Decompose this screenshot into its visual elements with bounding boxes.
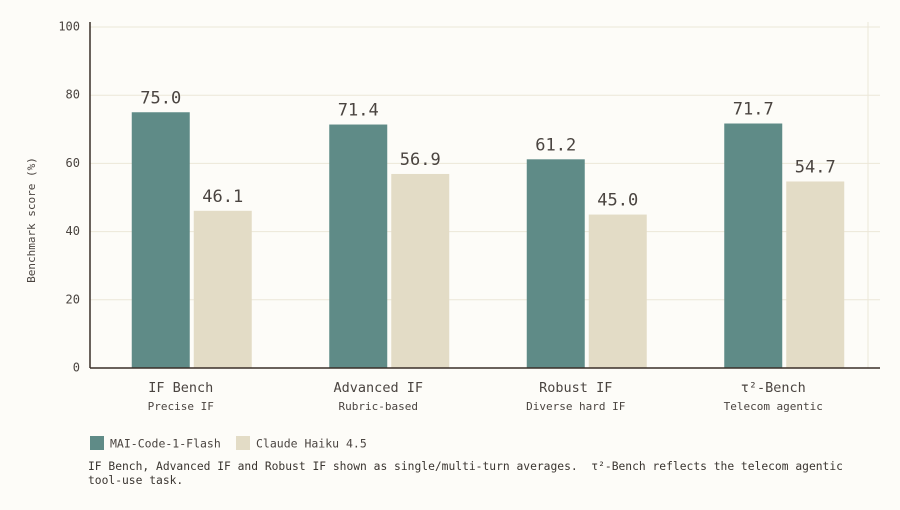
x-tick-note: Telecom agentic [724,400,823,413]
x-tick-label: Robust IF [539,380,612,396]
y-axis-label: Benchmark score (%) [25,157,38,283]
y-tick-label: 40 [66,224,80,238]
value-label: 56.9 [400,150,441,170]
value-label: 54.7 [795,157,836,177]
value-label: 71.7 [733,100,774,120]
x-tick-note: Precise IF [148,400,214,413]
bar [193,210,252,368]
y-tick-label: 60 [66,156,80,170]
value-label: 71.4 [338,101,379,121]
legend-swatch [236,436,250,450]
value-label: 46.1 [202,187,243,207]
x-tick-note: Diverse hard IF [526,400,625,413]
bar [329,124,388,368]
legend-label: Claude Haiku 4.5 [256,437,367,451]
y-tick-label: 100 [58,20,80,34]
value-label: 75.0 [140,88,181,108]
footnote: IF Bench, Advanced IF and Robust IF show… [88,460,850,487]
bar [131,112,190,368]
value-label: 61.2 [535,135,576,155]
bar [391,173,450,368]
bar [786,181,845,368]
y-tick-label: 20 [66,292,80,306]
value-label: 45.0 [597,191,638,211]
y-tick-label: 0 [73,361,80,375]
x-tick-label: Advanced IF [334,380,423,396]
x-tick-label: IF Bench [148,380,213,396]
y-tick-label: 80 [66,88,80,102]
bar [526,159,585,368]
bar [724,123,783,369]
x-tick-note: Rubric-based [339,400,418,413]
legend-swatch [90,436,104,450]
bar [588,214,647,368]
legend-label: MAI-Code-1-Flash [110,437,221,451]
x-tick-label: τ²-Bench [741,380,806,396]
